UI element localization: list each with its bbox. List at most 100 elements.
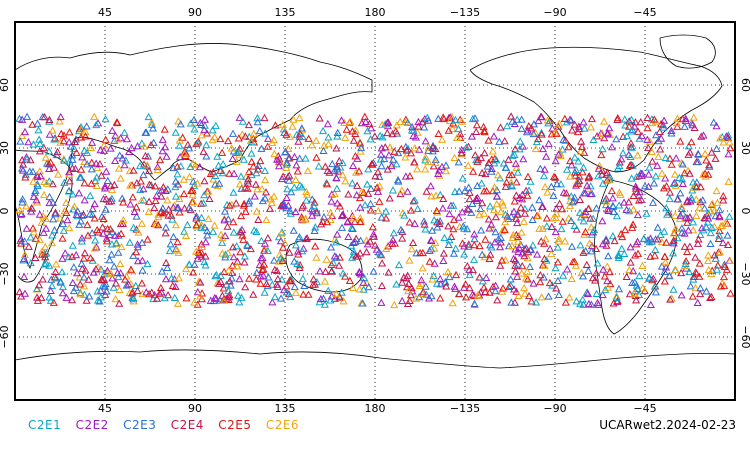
occultation-marker (678, 160, 687, 168)
occultation-marker (471, 150, 480, 159)
occultation-marker (68, 155, 77, 163)
occultation-marker (404, 286, 413, 295)
occultation-marker (250, 192, 259, 200)
occultation-marker (127, 143, 136, 152)
occultation-marker (224, 286, 233, 295)
occultation-marker (264, 134, 273, 142)
occultation-marker (421, 153, 430, 161)
occultation-marker (333, 165, 342, 173)
occultation-marker (301, 154, 310, 162)
occultation-marker (26, 258, 35, 267)
occultation-marker (657, 134, 666, 142)
occultation-marker (178, 133, 187, 141)
occultation-marker (633, 127, 643, 135)
occultation-marker (52, 260, 61, 268)
occultation-marker (48, 231, 57, 239)
occultation-marker (496, 261, 505, 269)
occultation-marker (372, 245, 381, 253)
occultation-marker (100, 184, 110, 192)
occultation-marker (303, 166, 312, 175)
occultation-marker (63, 215, 72, 224)
occultation-marker (512, 214, 521, 222)
occultation-marker (576, 147, 585, 155)
occultation-marker (348, 179, 357, 187)
occultation-marker (692, 269, 701, 277)
occultation-marker (720, 260, 729, 268)
occultation-marker (228, 243, 238, 251)
occultation-marker (93, 163, 102, 172)
occultation-marker (173, 237, 182, 246)
occultation-marker (352, 190, 361, 199)
occultation-marker (368, 160, 377, 168)
occultation-marker (18, 195, 27, 203)
occultation-marker (326, 208, 335, 216)
occultation-marker (263, 246, 272, 254)
occultation-marker (492, 192, 502, 200)
occultation-marker (368, 222, 377, 231)
occultation-marker (654, 152, 663, 161)
occultation-marker (243, 184, 252, 192)
occultation-marker (545, 278, 554, 287)
occultation-marker (403, 187, 412, 195)
occultation-marker (549, 191, 558, 199)
occultation-marker (443, 267, 453, 276)
occultation-marker (480, 209, 489, 217)
occultation-marker (686, 282, 695, 290)
occultation-marker (456, 129, 465, 138)
occultation-marker (657, 169, 667, 177)
occultation-marker (682, 256, 691, 265)
occultation-marker (688, 292, 697, 300)
occultation-marker (278, 256, 287, 264)
occultation-marker (51, 267, 60, 275)
occultation-marker (702, 223, 711, 231)
occultation-marker (318, 126, 328, 135)
occultation-marker (253, 118, 262, 126)
occultation-marker (218, 291, 227, 299)
occultation-marker (584, 204, 593, 212)
tick-labels: 45459090135135180180−135−135−90−90−45−45… (0, 6, 750, 415)
lat-tick-label: −60 (0, 325, 11, 348)
occultation-marker (258, 265, 267, 274)
occultation-marker (32, 196, 41, 204)
occultation-marker (425, 257, 434, 265)
occultation-marker (337, 116, 346, 124)
occultation-marker (72, 210, 81, 218)
occultation-marker (193, 179, 202, 187)
occultation-marker (465, 188, 474, 196)
occultation-marker (302, 187, 311, 195)
occultation-marker (151, 196, 160, 205)
occultation-marker (696, 289, 705, 298)
occultation-marker (283, 172, 292, 181)
legend-item-c2e4: C2E4 (170, 418, 204, 432)
occultation-marker (200, 125, 209, 134)
occultation-marker (35, 139, 45, 147)
occultation-marker (297, 212, 306, 221)
occultation-marker (463, 204, 472, 212)
occultation-marker (260, 246, 269, 254)
occultation-marker (627, 143, 637, 151)
occultation-marker (635, 271, 644, 280)
occultation-marker (420, 123, 429, 131)
occultation-marker (173, 162, 182, 170)
occultation-marker (216, 134, 225, 143)
occultation-marker (510, 150, 519, 158)
occultation-marker (465, 194, 474, 203)
occultation-marker (692, 195, 701, 203)
occultation-marker (581, 227, 590, 236)
occultation-marker (68, 164, 77, 172)
occultation-marker (42, 224, 51, 232)
occultation-marker (282, 160, 291, 168)
occultation-marker (364, 189, 373, 197)
occultation-marker (65, 223, 74, 232)
occultation-marker (651, 288, 660, 296)
occultation-marker (607, 142, 617, 151)
occultation-marker (403, 118, 412, 126)
occultation-marker (696, 183, 705, 191)
occultation-marker (341, 133, 350, 141)
occultation-marker (56, 138, 65, 146)
occultation-marker (282, 130, 291, 138)
occultation-marker (445, 235, 454, 244)
occultation-marker (101, 114, 110, 123)
occultation-marker (529, 129, 538, 138)
occultation-marker (96, 145, 105, 154)
